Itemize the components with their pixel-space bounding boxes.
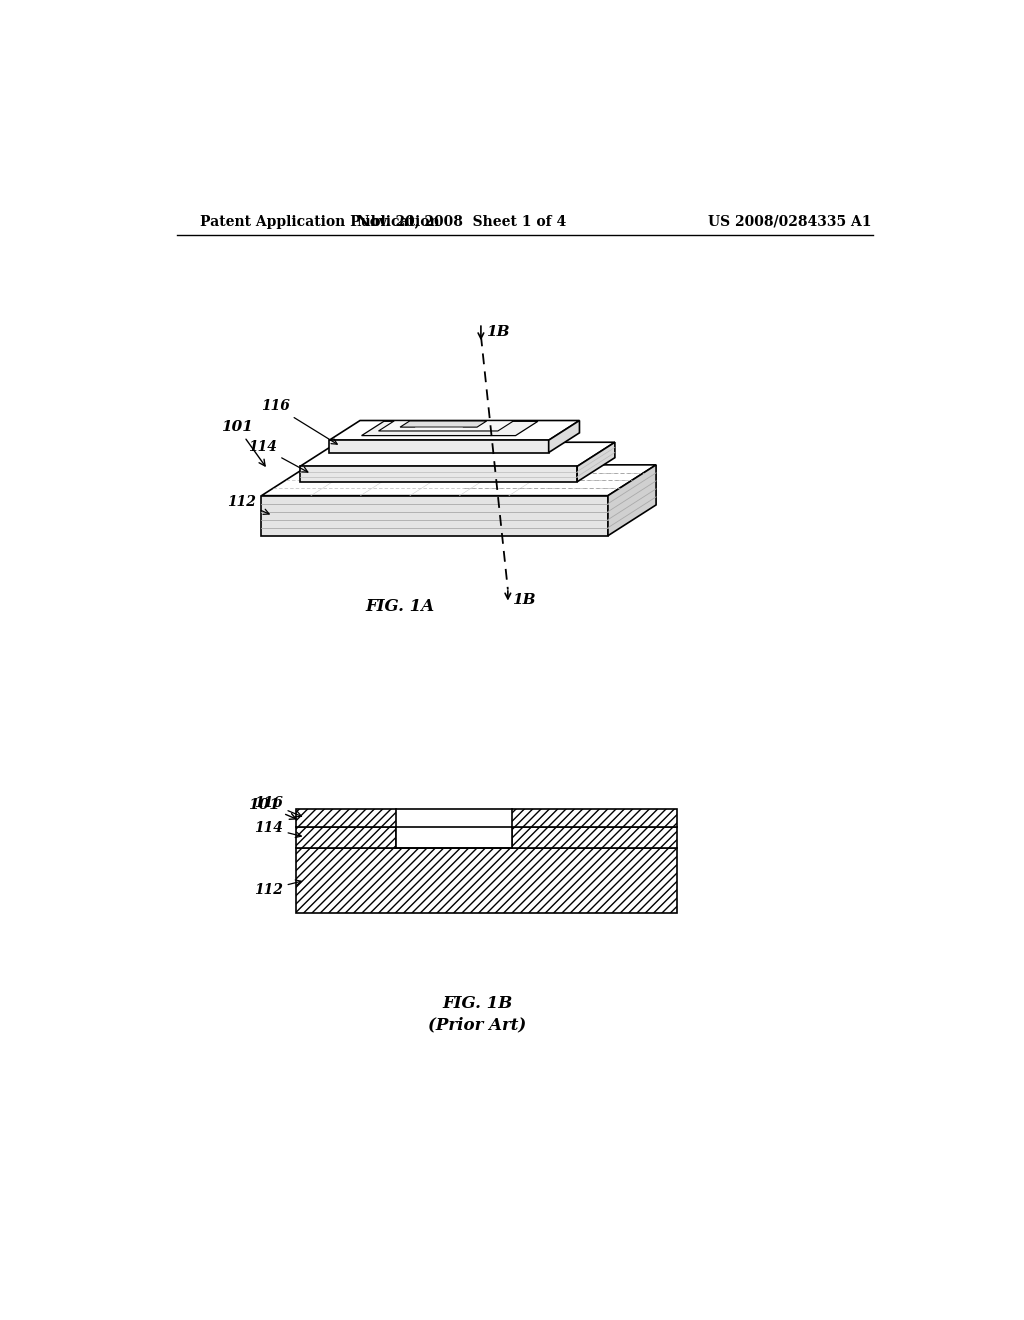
Polygon shape [361, 421, 538, 436]
Bar [512, 826, 677, 847]
Text: 101: 101 [221, 420, 265, 466]
Text: 101: 101 [249, 799, 296, 820]
Polygon shape [261, 465, 656, 496]
Text: 1B: 1B [486, 325, 510, 339]
Text: 114: 114 [248, 440, 308, 473]
Bar [296, 847, 677, 913]
Polygon shape [549, 421, 580, 453]
Bar [512, 809, 677, 826]
Text: 116: 116 [254, 796, 301, 817]
Bar [296, 826, 396, 847]
Polygon shape [379, 421, 514, 430]
Text: US 2008/0284335 A1: US 2008/0284335 A1 [708, 215, 871, 228]
Text: 1B: 1B [512, 594, 536, 607]
Text: 114: 114 [254, 821, 301, 837]
Polygon shape [578, 442, 614, 482]
Bar [512, 809, 677, 826]
Bar [396, 826, 512, 847]
Polygon shape [330, 441, 549, 453]
Text: Nov. 20, 2008  Sheet 1 of 4: Nov. 20, 2008 Sheet 1 of 4 [357, 215, 566, 228]
Text: FIG. 1A: FIG. 1A [366, 598, 434, 615]
Bar [296, 826, 396, 847]
Polygon shape [400, 421, 486, 428]
Bar [296, 809, 396, 826]
Polygon shape [300, 466, 578, 482]
Bar [296, 809, 396, 826]
Text: FIG. 1B: FIG. 1B [442, 995, 512, 1012]
Polygon shape [261, 496, 608, 536]
Polygon shape [330, 421, 580, 441]
Bar [296, 847, 677, 913]
Polygon shape [300, 442, 614, 466]
Text: 112: 112 [254, 880, 301, 896]
Text: 116: 116 [261, 400, 337, 445]
Text: 112: 112 [226, 495, 269, 515]
Text: (Prior Art): (Prior Art) [428, 1016, 526, 1034]
Polygon shape [608, 465, 656, 536]
Text: Patent Application Publication: Patent Application Publication [200, 215, 439, 228]
Bar [512, 826, 677, 847]
